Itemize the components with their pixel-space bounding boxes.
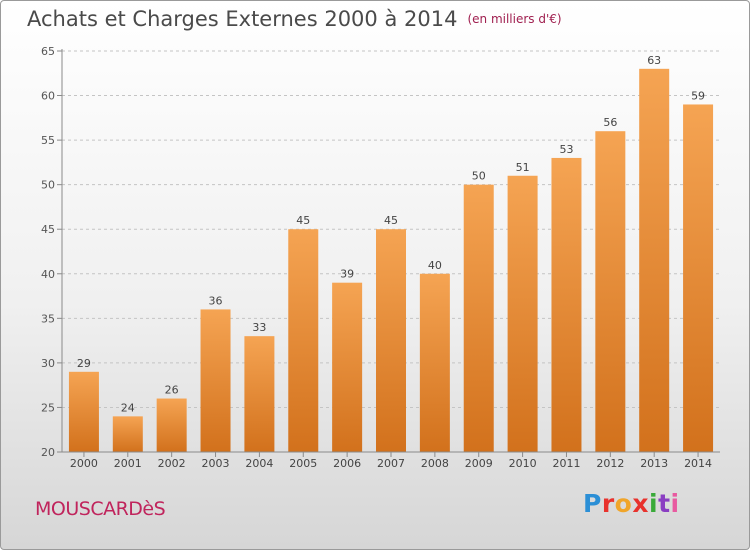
x-tick-label: 2001	[114, 457, 142, 470]
data-label: 39	[340, 268, 354, 281]
data-label: 51	[516, 161, 530, 174]
data-label: 50	[472, 170, 486, 183]
x-tick-label: 2011	[552, 457, 580, 470]
x-tick-label: 2014	[684, 457, 712, 470]
bar-2004	[244, 336, 275, 452]
y-tick-label: 25	[41, 401, 55, 414]
y-tick-label: 55	[41, 134, 55, 147]
data-label: 53	[559, 143, 573, 156]
x-tick-label: 2012	[596, 457, 624, 470]
bar-2000	[68, 371, 99, 452]
y-tick-label: 35	[41, 312, 55, 325]
data-label: 45	[384, 214, 398, 227]
data-label: 26	[165, 384, 179, 397]
chart-title-text: Achats et Charges Externes 2000 à 2014	[27, 7, 458, 31]
chart-unit-label: (en milliers d'€)	[467, 12, 562, 26]
y-tick-label: 65	[41, 45, 55, 58]
data-label: 33	[252, 321, 266, 334]
data-label: 24	[121, 401, 135, 414]
proxiti-logo: Proxiti	[583, 489, 680, 518]
x-tick-label: 2000	[70, 457, 98, 470]
town-name: MOUSCARDèS	[35, 498, 166, 520]
bar-2005	[288, 229, 319, 452]
bar-2009	[463, 184, 494, 452]
bar-2003	[200, 309, 231, 452]
bar-2008	[419, 273, 450, 452]
data-label: 63	[647, 54, 661, 67]
chart-title: Achats et Charges Externes 2000 à 2014 (e…	[27, 7, 562, 31]
x-tick-label: 2013	[640, 457, 668, 470]
bar-2010	[507, 175, 538, 452]
y-tick-label: 30	[41, 357, 55, 370]
x-tick-label: 2007	[377, 457, 405, 470]
bar-2007	[376, 229, 406, 452]
y-tick-label: 40	[41, 268, 55, 281]
y-tick-label: 60	[41, 90, 55, 103]
x-tick-label: 2003	[202, 457, 230, 470]
x-tick-label: 2005	[289, 457, 317, 470]
data-label: 59	[691, 89, 705, 102]
bar-2014	[683, 104, 714, 452]
x-tick-label: 2006	[333, 457, 361, 470]
bar-2013	[639, 68, 670, 453]
data-label: 56	[603, 116, 617, 129]
data-label: 36	[209, 294, 223, 307]
data-label: 29	[77, 357, 91, 370]
y-tick-label: 45	[41, 223, 55, 236]
x-tick-label: 2009	[465, 457, 493, 470]
x-tick-label: 2008	[421, 457, 449, 470]
y-tick-label: 50	[41, 179, 55, 192]
x-tick-label: 2002	[158, 457, 186, 470]
x-tick-label: 2010	[509, 457, 537, 470]
x-tick-label: 2004	[245, 457, 273, 470]
data-label: 40	[428, 259, 442, 272]
bar-2012	[595, 131, 626, 452]
bar-2001	[112, 416, 143, 452]
bar-2006	[332, 282, 363, 452]
bar-2011	[551, 157, 582, 452]
data-label: 45	[296, 214, 310, 227]
y-tick-label: 20	[41, 446, 55, 459]
bar-2002	[156, 398, 187, 452]
